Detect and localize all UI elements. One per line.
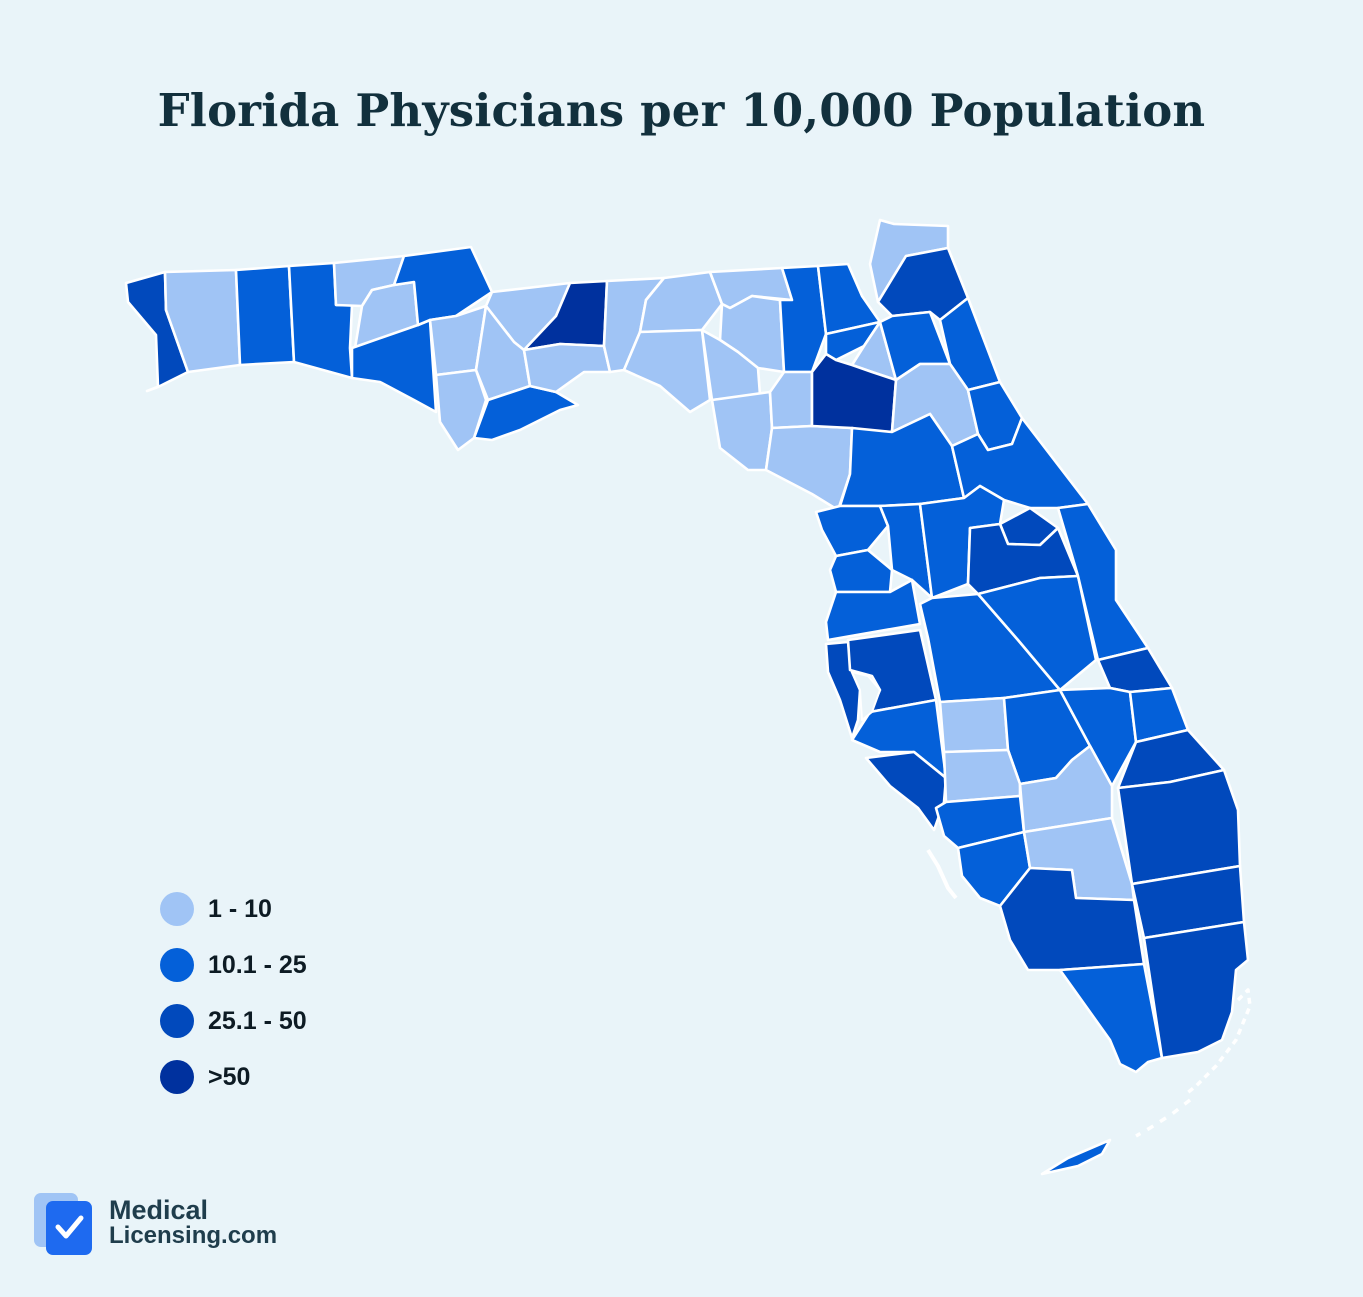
checkmark-document-icon <box>34 1193 92 1255</box>
county-monroe-keys <box>1040 1138 1112 1176</box>
county-desoto <box>942 748 1022 804</box>
legend-label: 10.1 - 25 <box>208 950 307 979</box>
legend-swatch <box>160 1004 194 1038</box>
brand-line-2: Licensing.com <box>109 1222 278 1249</box>
legend-swatch <box>160 1060 194 1094</box>
legend-swatch <box>160 948 194 982</box>
tampa-bay-water <box>851 671 881 721</box>
legend-item: 25.1 - 50 <box>160 1004 307 1038</box>
county-wakulla <box>522 342 612 394</box>
county-palm-beach <box>1116 768 1242 886</box>
county-baker <box>816 262 882 336</box>
brand-wordmark: Medical Licensing.com <box>109 1197 277 1249</box>
county-santa-rosa <box>163 268 242 374</box>
legend-item: 10.1 - 25 <box>160 948 307 982</box>
keys-island-chain-lower <box>1135 1098 1192 1138</box>
county-dixie <box>710 390 774 472</box>
county-levy <box>764 424 854 512</box>
county-brevard <box>1056 502 1150 662</box>
keys-island-chain <box>1184 988 1252 1096</box>
county-osceola <box>976 574 1098 692</box>
map-title: Florida Physicians per 10,000 Population <box>157 84 1206 137</box>
county-duval <box>876 246 970 322</box>
county-union <box>824 320 882 362</box>
brand-line-1: Medical <box>109 1195 209 1225</box>
county-hardee <box>938 696 1010 754</box>
county-taylor <box>622 328 712 414</box>
legend-swatch <box>160 892 194 926</box>
county-pasco <box>824 578 922 642</box>
county-citrus <box>814 504 890 558</box>
barrier-island <box>926 848 958 900</box>
legend-label: 1 - 10 <box>208 894 272 923</box>
county-collier <box>998 866 1146 972</box>
county-monroe <box>1058 962 1164 1074</box>
county-hernando <box>828 548 894 594</box>
legend-item: 1 - 10 <box>160 892 307 926</box>
brand-logo: Medical Licensing.com <box>34 1193 277 1259</box>
county-miami-dade <box>1142 920 1250 1060</box>
legend-label: 25.1 - 50 <box>208 1006 307 1035</box>
county-gilchrist <box>768 370 814 430</box>
map-legend: 1 - 10 10.1 - 25 25.1 - 50 >50 <box>160 892 307 1116</box>
county-okaloosa <box>234 264 296 367</box>
legend-label: >50 <box>208 1062 251 1091</box>
legend-item: >50 <box>160 1060 307 1094</box>
